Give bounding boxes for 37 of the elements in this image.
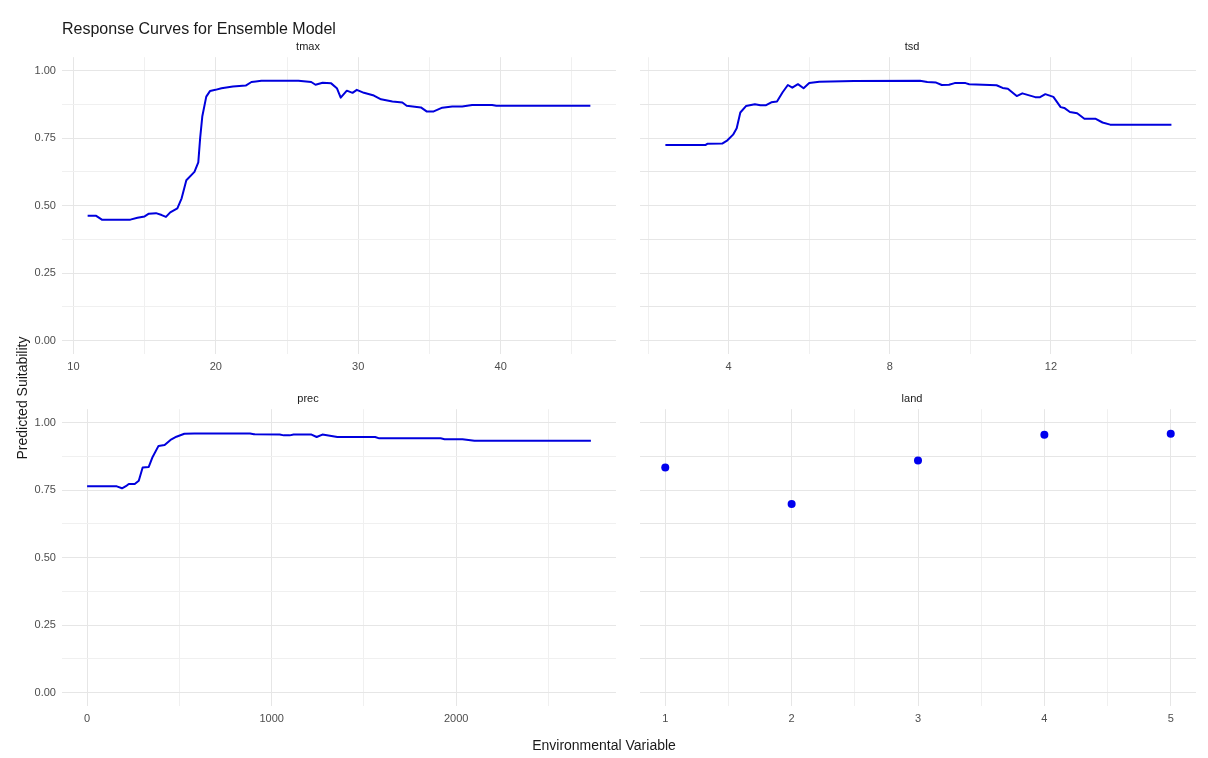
y-tick-label: 0.00 <box>34 333 56 346</box>
y-tick-label: 0.75 <box>34 483 56 496</box>
x-tick-label: 1000 <box>259 711 284 724</box>
x-tick-label: 4 <box>725 359 732 372</box>
y-tick-label: 0.25 <box>34 618 56 631</box>
y-tick-label: 1.00 <box>34 415 56 428</box>
x-tick-label: 3 <box>914 711 922 724</box>
x-axis-title: Environmental Variable <box>532 737 676 753</box>
y-tick-label: 0.50 <box>34 550 56 563</box>
y-tick-label: 0.50 <box>34 198 56 211</box>
x-tick-label: 0 <box>84 711 91 724</box>
x-tick-label: 12 <box>1044 359 1058 372</box>
y-tick-label: 0.00 <box>34 685 56 698</box>
x-tick-label: 1 <box>662 711 669 724</box>
chart-subtitle: prec <box>297 391 320 404</box>
y-axis-title: Predicted Suitability <box>14 336 30 460</box>
x-tick-label: 5 <box>1167 711 1174 724</box>
point <box>1166 429 1175 438</box>
point <box>1040 430 1049 439</box>
point <box>914 456 922 465</box>
x-tick-label: 4 <box>1041 711 1048 724</box>
x-tick-label: 8 <box>886 359 893 372</box>
y-tick-label: 1.00 <box>34 63 56 76</box>
x-tick-label: 2 <box>788 711 795 724</box>
point <box>661 463 670 472</box>
chart-subtitle: tsd <box>904 39 920 52</box>
chart-subtitle: land <box>901 391 923 404</box>
chart-title: Response Curves for Ensemble Model <box>62 20 336 38</box>
point <box>787 499 796 508</box>
y-tick-label: 0.75 <box>34 131 56 144</box>
y-tick-label: 0.25 <box>34 266 56 279</box>
x-tick-label: 40 <box>494 359 507 372</box>
x-tick-label: 20 <box>209 359 222 372</box>
x-tick-label: 30 <box>352 359 365 372</box>
x-tick-label: 10 <box>67 359 80 372</box>
chart-subtitle: tmax <box>296 39 321 52</box>
x-tick-label: 2000 <box>443 711 469 724</box>
